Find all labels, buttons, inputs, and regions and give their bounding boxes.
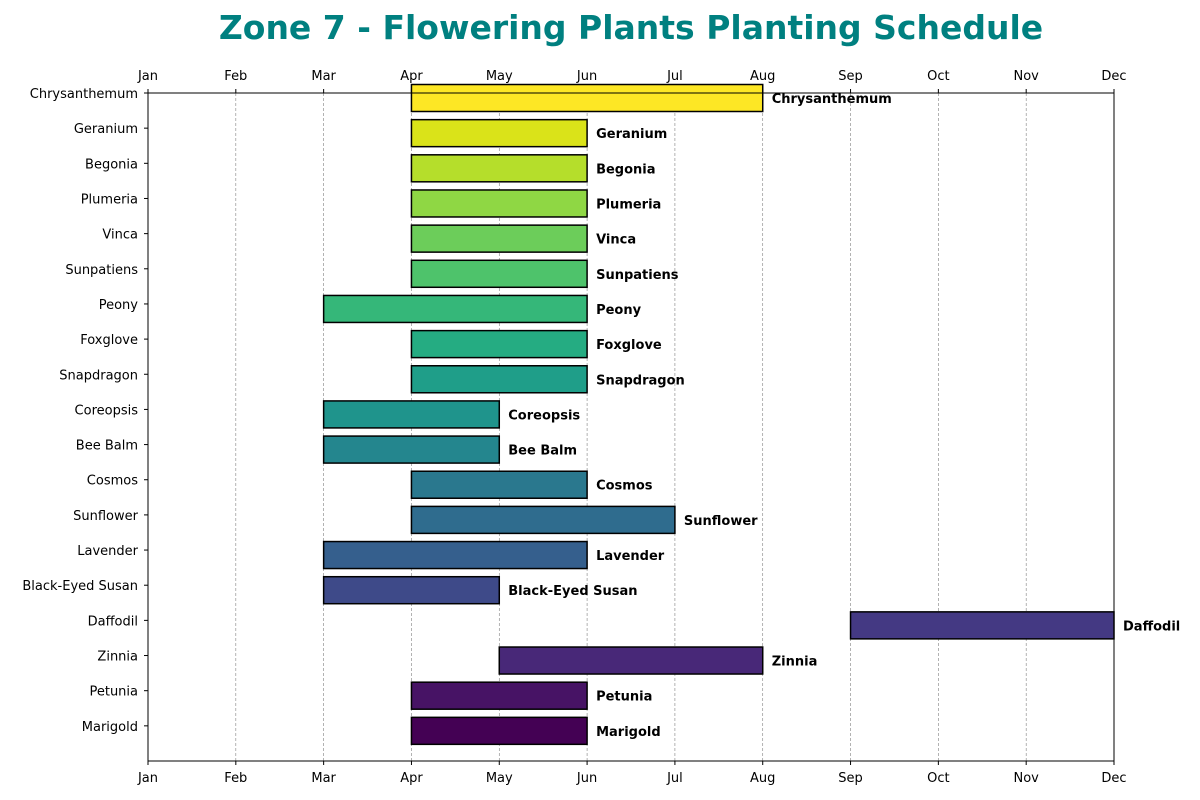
- bar: [322, 400, 501, 429]
- x-tick-label-top: May: [486, 69, 513, 84]
- bar-label: Coreopsis: [508, 408, 580, 423]
- bar: [410, 470, 588, 499]
- x-tick-label-top: Nov: [1013, 69, 1039, 84]
- y-tick-label: Vinca: [102, 228, 138, 243]
- bar: [498, 646, 764, 675]
- bar: [410, 118, 588, 148]
- bar-label: Zinnia: [772, 655, 818, 670]
- bar-label: Foxglove: [596, 338, 662, 353]
- bar: [410, 365, 588, 394]
- x-tick-label-bottom: Jun: [576, 771, 597, 786]
- y-tick-label: Marigold: [82, 720, 138, 735]
- x-tick-label-top: Jun: [576, 69, 597, 84]
- chart-title: Zone 7 - Flowering Plants Planting Sched…: [218, 8, 1044, 47]
- x-tick-label-top: Apr: [400, 69, 423, 84]
- x-tick-label-top: Mar: [311, 69, 336, 84]
- bar: [322, 435, 501, 464]
- x-tick-label-bottom: Apr: [400, 771, 423, 786]
- x-tick-label-top: Oct: [927, 69, 949, 84]
- bar-label: Chrysanthemum: [772, 92, 892, 107]
- x-tick-label-bottom: Nov: [1013, 771, 1039, 786]
- plot-frame: [147, 92, 1115, 762]
- bar: [849, 611, 1115, 640]
- bar: [410, 154, 588, 183]
- x-tick-label-bottom: Mar: [311, 771, 336, 786]
- bar-label: Peony: [596, 303, 642, 318]
- x-tick-label-bottom: May: [486, 771, 513, 786]
- x-tick-label-top: Jan: [137, 69, 158, 84]
- bar-label: Geranium: [596, 127, 667, 142]
- x-tick-label-top: Sep: [838, 69, 863, 84]
- x-tick-label-top: Dec: [1101, 69, 1126, 84]
- bar: [410, 189, 588, 218]
- y-tick-label: Peony: [99, 298, 139, 313]
- y-tick-label: Cosmos: [87, 474, 138, 489]
- x-tick-label-top: Feb: [224, 69, 247, 84]
- y-tick-label: Plumeria: [81, 192, 138, 207]
- x-tick-label-top: Jul: [666, 69, 683, 84]
- bar: [410, 83, 764, 113]
- y-tick-label: Lavender: [77, 544, 138, 559]
- y-tick-label: Chrysanthemum: [30, 87, 138, 102]
- x-tick-label-bottom: Feb: [224, 771, 247, 786]
- y-tick-label: Zinnia: [97, 650, 138, 665]
- bar-label: Snapdragon: [596, 373, 685, 388]
- y-tick-label: Bee Balm: [76, 439, 138, 454]
- bar: [322, 540, 588, 570]
- bar-label: Lavender: [596, 549, 665, 564]
- bar-label: Petunia: [596, 690, 652, 705]
- y-tick-label: Sunpatiens: [65, 263, 138, 278]
- bar-label: Bee Balm: [508, 444, 577, 459]
- bar-label: Black-Eyed Susan: [508, 584, 637, 599]
- bar: [410, 224, 588, 253]
- bar: [410, 505, 676, 535]
- bar: [410, 716, 588, 746]
- bar: [410, 259, 588, 289]
- x-tick-label-bottom: Aug: [750, 771, 775, 786]
- bar: [322, 294, 588, 324]
- bar-label: Marigold: [596, 725, 661, 740]
- bar-label: Daffodil: [1123, 619, 1180, 634]
- x-tick-label-bottom: Jul: [666, 771, 683, 786]
- bar-label: Sunpatiens: [596, 268, 679, 283]
- x-tick-label-bottom: Jan: [137, 771, 158, 786]
- bar: [410, 681, 588, 710]
- y-tick-label: Daffodil: [88, 614, 138, 629]
- y-tick-label: Sunflower: [73, 509, 139, 524]
- x-tick-label-bottom: Dec: [1101, 771, 1126, 786]
- y-tick-label: Petunia: [89, 685, 138, 700]
- bar-label: Begonia: [596, 162, 655, 177]
- bar: [410, 329, 588, 359]
- x-tick-label-bottom: Sep: [838, 771, 863, 786]
- bar-label: Sunflower: [684, 514, 758, 529]
- y-tick-label: Coreopsis: [75, 403, 139, 418]
- y-tick-label: Snapdragon: [59, 368, 138, 383]
- y-tick-label: Begonia: [85, 157, 138, 172]
- y-tick-label: Foxglove: [80, 333, 138, 348]
- y-tick-label: Geranium: [74, 122, 138, 137]
- bar-label: Vinca: [596, 233, 636, 248]
- bar: [322, 575, 501, 605]
- bar-label: Plumeria: [596, 197, 661, 212]
- bar-label: Cosmos: [596, 479, 653, 494]
- x-tick-label-top: Aug: [750, 69, 775, 84]
- x-tick-label-bottom: Oct: [927, 771, 949, 786]
- y-tick-label: Black-Eyed Susan: [22, 579, 138, 594]
